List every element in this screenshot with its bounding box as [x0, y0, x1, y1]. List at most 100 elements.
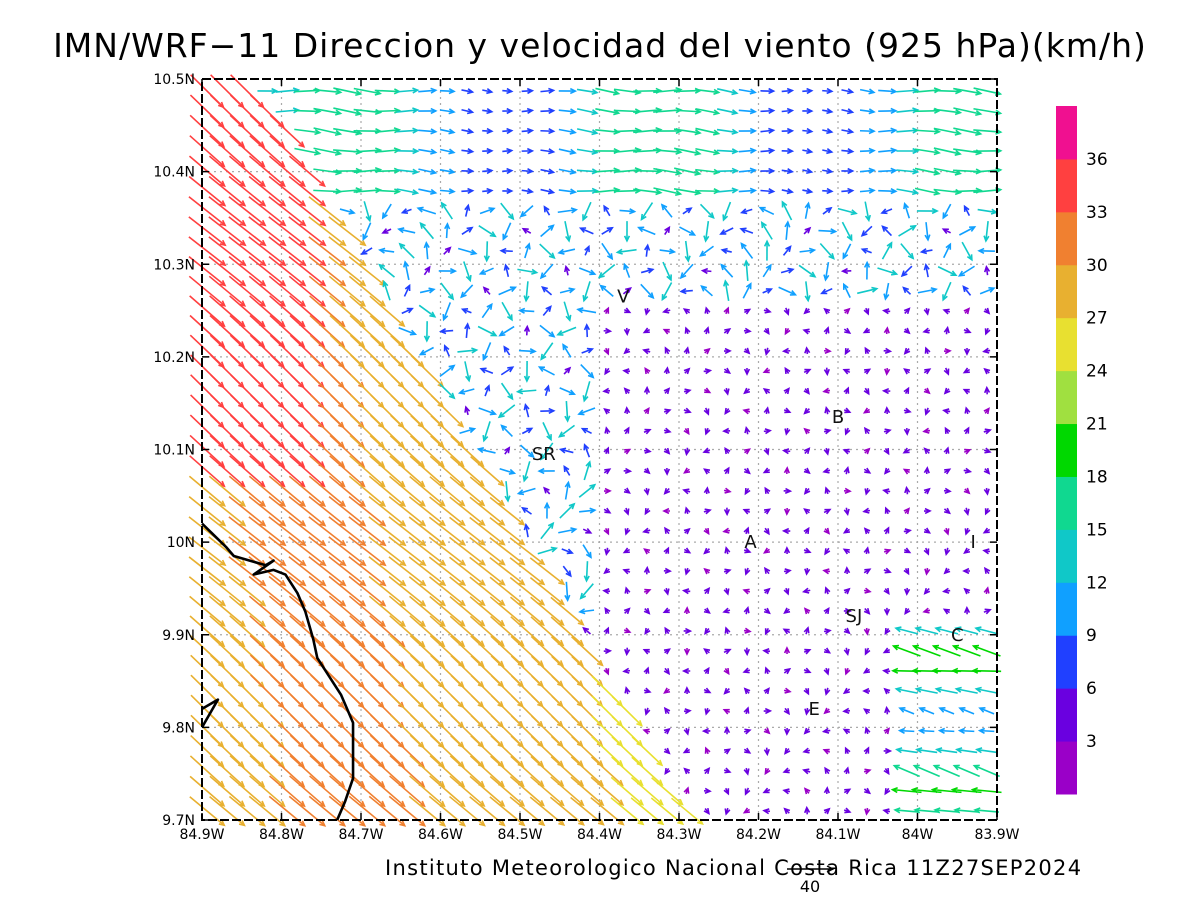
- wind-vector: [208, 155, 246, 188]
- wind-vector-head: [613, 89, 621, 96]
- wind-vector-head: [548, 331, 556, 338]
- wind-vector-shaft: [268, 556, 306, 586]
- wind-vector: [716, 187, 739, 194]
- wind-vector: [783, 568, 792, 575]
- wind-vector-shaft: [309, 775, 345, 807]
- wind-vector: [822, 206, 833, 215]
- wind-vector-shaft: [509, 576, 545, 606]
- wind-vector-head: [703, 235, 710, 243]
- wind-vector-shaft: [249, 754, 285, 788]
- wind-vector: [896, 87, 920, 94]
- wind-vector-head: [786, 188, 795, 195]
- wind-vector-head: [623, 607, 631, 615]
- wind-vector-head: [444, 246, 452, 254]
- wind-vector-shaft: [720, 264, 734, 278]
- wind-vector-shaft: [329, 455, 365, 487]
- wind-vector: [863, 568, 872, 575]
- wind-vector-shaft: [529, 576, 565, 606]
- wind-vector: [803, 727, 811, 735]
- wind-vector: [469, 516, 506, 546]
- wind-vector: [781, 107, 795, 115]
- wind-vector: [642, 728, 651, 735]
- wind-vector-head: [903, 327, 911, 335]
- wind-vector: [983, 428, 992, 435]
- wind-vector: [802, 167, 814, 175]
- wind-vector-shaft: [540, 442, 554, 460]
- wind-vector: [623, 487, 631, 494]
- wind-vector-head: [685, 207, 693, 214]
- wind-vector-head: [339, 600, 347, 607]
- wind-vector: [803, 427, 811, 435]
- wind-vector: [578, 483, 597, 498]
- wind-vector: [663, 366, 670, 375]
- wind-vector-shaft: [348, 516, 386, 546]
- wind-vector-head: [731, 109, 739, 116]
- wind-vector-head: [439, 559, 447, 567]
- wind-vector-head: [704, 368, 713, 375]
- wind-vector: [388, 575, 427, 607]
- wind-vector-head: [982, 347, 990, 354]
- wind-vector: [824, 406, 831, 415]
- wind-vector-shaft: [229, 434, 265, 468]
- wind-vector: [401, 307, 414, 315]
- wind-vector: [961, 241, 973, 262]
- wind-vector-shaft: [490, 755, 524, 787]
- wind-vector-head: [599, 284, 607, 292]
- wind-vector-head: [803, 467, 811, 475]
- wind-vector-head: [636, 720, 643, 727]
- wind-vector: [703, 766, 711, 775]
- colorbar-label: 24: [1086, 362, 1108, 382]
- wind-vector-head: [279, 180, 286, 188]
- wind-vector-shaft: [439, 128, 455, 134]
- wind-vector: [611, 695, 643, 727]
- wind-vector-head: [478, 599, 486, 607]
- wind-vector-shaft: [489, 596, 525, 626]
- wind-vector-head: [443, 344, 450, 352]
- wind-vector: [914, 167, 941, 176]
- wind-vector: [763, 707, 773, 715]
- wind-vector: [760, 107, 776, 114]
- wind-vector: [603, 204, 611, 217]
- wind-vector: [381, 228, 392, 234]
- wind-vector-head: [922, 327, 930, 334]
- wind-vector: [783, 546, 791, 555]
- wind-vector-shaft: [542, 422, 552, 440]
- wind-vector: [877, 267, 899, 276]
- wind-vector: [328, 256, 367, 287]
- wind-vector-shaft: [308, 275, 346, 307]
- wind-vector-shaft: [449, 596, 485, 626]
- wind-vector-head: [543, 486, 550, 494]
- wind-vector-shaft: [781, 201, 793, 221]
- wind-vector-head: [643, 607, 651, 615]
- wind-vector-head: [219, 219, 227, 227]
- wind-vector: [540, 87, 556, 94]
- wind-vector-shaft: [481, 303, 493, 319]
- wind-vector: [294, 128, 322, 136]
- wind-vector: [863, 527, 871, 535]
- wind-vector-shaft: [738, 189, 756, 193]
- wind-vector: [762, 263, 772, 278]
- wind-vector-head: [883, 293, 890, 301]
- wind-vector: [804, 346, 811, 355]
- wind-vector: [723, 279, 730, 302]
- wind-vector: [517, 307, 535, 314]
- wind-vector-head: [526, 107, 535, 115]
- wind-vector-head: [971, 667, 979, 674]
- wind-vector-shaft: [333, 189, 361, 193]
- wind-vector: [257, 87, 279, 95]
- wind-vector-head: [259, 820, 266, 827]
- wind-vector: [515, 388, 537, 395]
- wind-vector: [208, 216, 247, 247]
- wind-vector-shaft: [449, 556, 485, 586]
- wind-vector: [843, 282, 851, 298]
- wind-vector-head: [749, 108, 758, 115]
- wind-vector-head: [912, 147, 920, 155]
- wind-vector-head: [704, 387, 712, 394]
- wind-vector: [423, 240, 430, 260]
- wind-vector-shaft: [388, 575, 426, 607]
- wind-vector: [844, 667, 851, 676]
- wind-vector-shaft: [209, 414, 245, 448]
- wind-vector: [313, 107, 343, 116]
- wind-vector-head: [844, 746, 851, 754]
